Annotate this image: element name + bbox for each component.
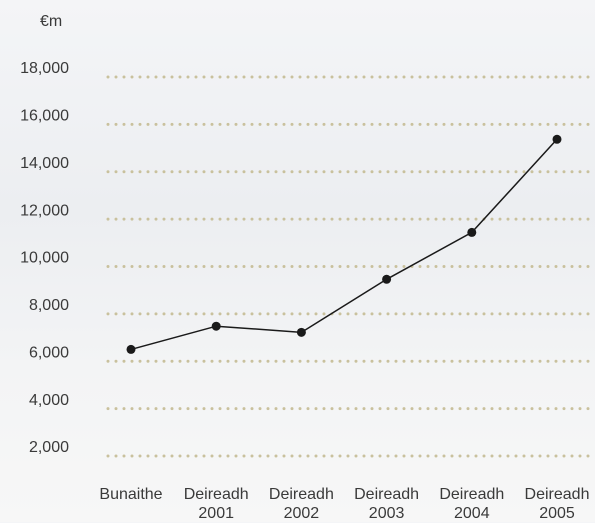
x-tick-label: Deireadh 2005: [524, 486, 590, 522]
y-tick-label: 18,000: [20, 60, 69, 77]
y-tick-label: 6,000: [29, 344, 69, 361]
y-tick-label: 12,000: [20, 202, 69, 219]
y-tick-label: 8,000: [29, 297, 69, 314]
y-tick-label: 4,000: [29, 392, 69, 409]
y-tick-label: 10,000: [20, 250, 69, 267]
point: [382, 274, 392, 284]
point: [211, 321, 221, 331]
x-tick-label: Deireadh 2003: [354, 486, 420, 522]
x-tick-label: Bunaithe: [99, 486, 163, 503]
point: [126, 344, 136, 354]
point: [296, 327, 306, 337]
y-tick-label: 14,000: [20, 155, 69, 172]
y-tick-label: 16,000: [20, 108, 69, 125]
y-tick-label: 2,000: [29, 439, 69, 456]
x-tick-label: Deireadh 2002: [268, 486, 334, 522]
line: [130, 138, 558, 351]
point: [467, 227, 477, 237]
x-tick-label: Deireadh 2004: [439, 486, 505, 522]
y-axis-label: €m: [40, 13, 62, 30]
x-tick-label: Deireadh 2001: [183, 486, 249, 522]
point: [552, 134, 562, 144]
